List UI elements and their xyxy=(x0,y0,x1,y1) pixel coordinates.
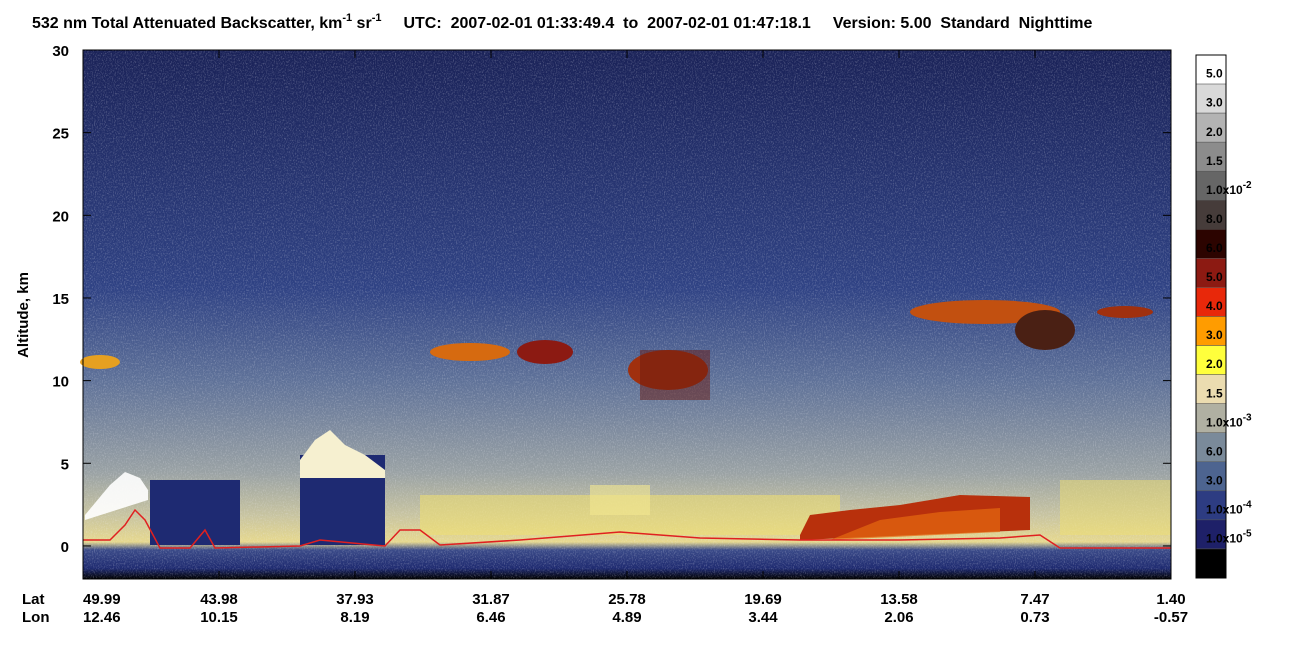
colorbar-label: 2.0 xyxy=(1206,125,1223,139)
title-sup: -1 xyxy=(372,12,382,24)
low-cloud xyxy=(830,508,1000,540)
colorbar-label: 2.0 xyxy=(1206,357,1223,371)
colorbar-label: 5.0 xyxy=(1206,67,1223,81)
surface-line xyxy=(83,508,1171,549)
title-version: Version: 5.00 Standard Nighttime xyxy=(833,15,1093,32)
x-tick-label: 19.69 xyxy=(744,591,782,608)
y-tick-label: 0 xyxy=(61,539,69,556)
x-tick-label: 10.15 xyxy=(200,609,238,626)
colorbar-swatch xyxy=(1195,112,1227,143)
colorbar-label: 6.0 xyxy=(1206,444,1223,458)
colorbar-label: 6.0 xyxy=(1206,241,1223,255)
x-tick-label: 8.19 xyxy=(340,609,369,626)
y-tick-label: 10 xyxy=(52,374,69,391)
colorbar-swatch xyxy=(1195,170,1227,201)
x-tick-label: 12.46 xyxy=(83,609,121,626)
y-tick-label: 30 xyxy=(52,43,69,60)
x-tick-label: -0.57 xyxy=(1154,609,1188,626)
cloud xyxy=(640,350,710,400)
colorbar-label: 1.0x10-3 xyxy=(1206,412,1252,429)
x-tick-label: 1.40 xyxy=(1156,591,1185,608)
x-row-name: Lat xyxy=(22,591,45,608)
cloud xyxy=(430,343,510,361)
colorbar-frame xyxy=(1195,54,1227,579)
colorbar-label: 4.0 xyxy=(1206,299,1223,313)
cloud xyxy=(1097,306,1153,318)
x-tick-label: 25.78 xyxy=(608,591,646,608)
x-tick-label: 2.06 xyxy=(884,609,913,626)
cloud xyxy=(80,355,120,369)
x-tick-label: 4.89 xyxy=(612,609,641,626)
colorbar-swatch xyxy=(1195,374,1227,404)
colorbar-label: 1.5 xyxy=(1206,386,1223,400)
colorbar-label: 1.0x10-2 xyxy=(1206,180,1252,197)
colorbar-swatch xyxy=(1195,200,1227,230)
colorbar-label: 5.0 xyxy=(1206,270,1223,284)
aerosol-layer xyxy=(1060,480,1171,535)
title-text: sr xyxy=(352,15,372,32)
colorbar-swatch xyxy=(1195,519,1227,550)
y-tick-label: 25 xyxy=(52,126,69,143)
title-text: 532 nm Total Attenuated Backscatter, km xyxy=(32,15,342,32)
colorbar-swatch xyxy=(1195,548,1227,579)
colorbar-label-exp: -2 xyxy=(1243,180,1252,191)
colorbar-label: 1.0x10-4 xyxy=(1206,499,1252,516)
x-tick-label: 31.87 xyxy=(472,591,510,608)
chart-title: 532 nm Total Attenuated Backscatter, km-… xyxy=(32,12,1093,32)
x-tick-label: 43.98 xyxy=(200,591,238,608)
colorbar-swatch xyxy=(1195,141,1227,172)
plot-area xyxy=(80,49,1172,580)
colorbar-label-base: 1.0x10 xyxy=(1206,183,1243,197)
aerosol-layer xyxy=(590,485,650,515)
y-tick-label: 15 xyxy=(52,291,69,308)
colorbar-label-base: 1.0x10 xyxy=(1206,532,1243,546)
title-sup: -1 xyxy=(342,12,352,24)
title-utc: UTC: 2007-02-01 01:33:49.4 to 2007-02-01… xyxy=(403,15,810,32)
colorbar-label: 3.0 xyxy=(1206,473,1223,487)
x-tick-label: 0.73 xyxy=(1020,609,1049,626)
y-tick-label: 20 xyxy=(52,208,69,225)
colorbar-swatch xyxy=(1195,258,1227,288)
opaque-cloud xyxy=(150,480,240,545)
x-row-name: Lon xyxy=(22,609,50,626)
cloud xyxy=(1015,310,1075,350)
colorbar-swatch xyxy=(1195,54,1227,85)
y-axis-label: Altitude, km xyxy=(15,272,32,358)
colorbar-swatch xyxy=(1195,83,1227,114)
colorbar-label-exp: -3 xyxy=(1243,412,1252,423)
colorbar-label-base: 1.0x10 xyxy=(1206,415,1243,429)
y-tick-label: 5 xyxy=(61,456,69,473)
colorbar-label: 3.0 xyxy=(1206,96,1223,110)
colorbar-swatch xyxy=(1195,316,1227,346)
x-tick-label: 3.44 xyxy=(748,609,778,626)
cloud xyxy=(517,340,573,364)
colorbar-label-exp: -5 xyxy=(1243,529,1252,540)
colorbar-label-exp: -4 xyxy=(1243,499,1252,510)
x-tick-label: 6.46 xyxy=(476,609,505,626)
colorbar-label: 1.5 xyxy=(1206,154,1223,168)
x-tick-label: 7.47 xyxy=(1020,591,1049,608)
x-tick-label: 49.99 xyxy=(83,591,121,608)
x-tick-label: 13.58 xyxy=(880,591,918,608)
x-tick-label: 37.93 xyxy=(336,591,374,608)
colorbar-label: 1.0x10-5 xyxy=(1206,529,1252,546)
colorbar-label-base: 1.0x10 xyxy=(1206,502,1243,516)
colorbar-label: 8.0 xyxy=(1206,212,1223,226)
cloud-top xyxy=(300,430,385,478)
colorbar-label: 3.0 xyxy=(1206,328,1223,342)
cloud-top xyxy=(85,472,148,520)
